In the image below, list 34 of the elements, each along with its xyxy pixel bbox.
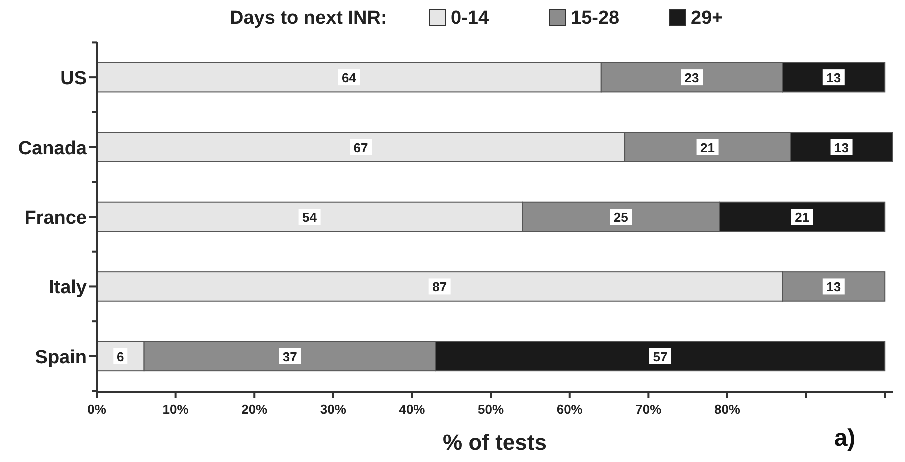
data-label: 23 (684, 70, 700, 86)
data-label: 21 (700, 140, 716, 156)
x-tick-label: 70% (636, 402, 662, 417)
data-label: 37 (282, 349, 298, 364)
data-label: 87 (432, 280, 448, 295)
legend-title: Days to next INR: (230, 8, 388, 29)
x-tick-label: 40% (399, 402, 426, 417)
x-axis-title: % of tests (443, 430, 547, 455)
data-label: 64 (342, 70, 358, 86)
x-tick-label: 20% (242, 402, 268, 417)
y-tick-label: Italy (48, 278, 88, 299)
data-label: 54 (302, 210, 318, 225)
data-label: 13 (826, 280, 842, 295)
data-label: 25 (614, 210, 628, 225)
y-tick-label: US (60, 68, 87, 90)
legend-label: 29+ (691, 8, 724, 29)
data-label: 21 (795, 210, 810, 225)
data-label: 13 (826, 70, 842, 86)
data-label: 67 (354, 140, 368, 156)
x-tick-label: 10% (162, 402, 190, 417)
data-label: 57 (653, 349, 668, 364)
x-tick-label: 0% (88, 402, 107, 417)
x-tick-label: 30% (320, 402, 347, 417)
x-tick-label: 60% (556, 402, 584, 417)
data-label: 13 (834, 140, 850, 156)
legend-label: 15-28 (571, 8, 620, 29)
y-tick-label: Spain (35, 347, 87, 368)
text: a) (834, 425, 856, 452)
y-tick-label: Canada (18, 138, 88, 160)
y-tick-label: France (24, 208, 87, 229)
x-tick-label: 50% (478, 402, 505, 417)
legend-label: 0-14 (451, 8, 490, 29)
x-tick-label: 80% (714, 402, 741, 417)
data-label: 6 (117, 349, 124, 364)
